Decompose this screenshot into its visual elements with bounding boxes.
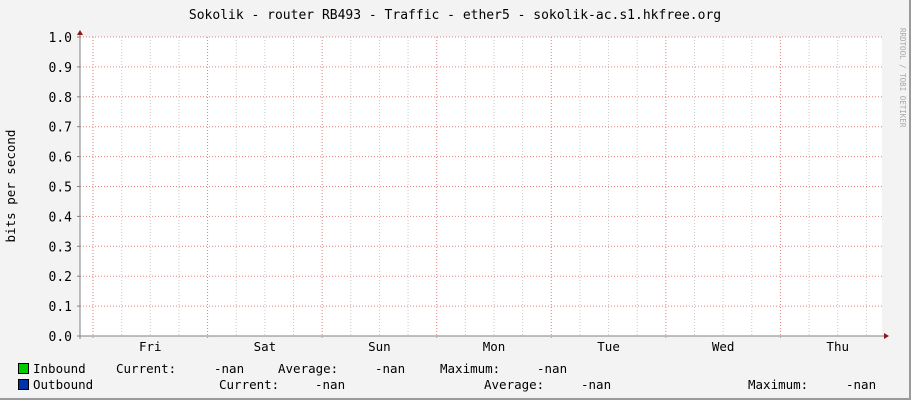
- y-tick-label: 0.2: [49, 270, 72, 285]
- x-tick-label: Fri: [139, 339, 162, 354]
- x-tick-label: Tue: [597, 339, 620, 354]
- inbound-average-value: -nan: [375, 361, 406, 376]
- outbound-average-label: Average:: [484, 377, 545, 392]
- y-tick-label: 0.9: [49, 61, 72, 76]
- inbound-label: Inbound: [33, 361, 86, 376]
- x-ticks: Fri Sat Sun Mon Tue Wed Thu: [139, 339, 849, 354]
- y-tick-label: 0.4: [49, 210, 73, 225]
- y-axis-arrow-icon: [77, 30, 83, 35]
- inbound-average-label: Average:: [278, 361, 339, 376]
- inbound-maximum-label: Maximum:: [440, 361, 501, 376]
- y-tick-label: 0.6: [49, 151, 72, 166]
- y-tick-label: 0.5: [49, 181, 72, 196]
- outbound-current-label: Current:: [219, 377, 280, 392]
- y-tick-label: 0.7: [49, 121, 72, 136]
- y-axis-label: bits per second: [3, 130, 18, 243]
- outbound-average-value: -nan: [581, 377, 612, 392]
- outbound-maximum-value: -nan: [846, 377, 877, 392]
- chart-title: Sokolik - router RB493 - Traffic - ether…: [189, 8, 721, 23]
- x-tick-label: Thu: [826, 339, 849, 354]
- legend-outbound: Outbound Current: -nan Average: -nan Max…: [18, 377, 898, 393]
- inbound-current-label: Current:: [116, 361, 177, 376]
- inbound-maximum-value: -nan: [537, 361, 568, 376]
- outbound-maximum-label: Maximum:: [748, 377, 809, 392]
- y-tick-label: 0.1: [49, 300, 72, 315]
- y-tick-label: 0.3: [49, 240, 72, 255]
- legend-inbound: Inbound Current: -nan Average: -nan Maxi…: [18, 361, 898, 377]
- outbound-swatch: [18, 379, 29, 390]
- y-tick-label: 0.8: [49, 91, 72, 106]
- x-tick-label: Sat: [254, 339, 277, 354]
- outbound-label: Outbound: [33, 377, 94, 392]
- y-tick-label: 0.0: [49, 330, 72, 345]
- y-ticks: 0.0 0.1 0.2 0.3 0.4 0.5 0.6 0.7 0.8 0.9 1.0: [49, 31, 80, 345]
- outbound-current-value: -nan: [315, 377, 346, 392]
- x-tick-label: Sun: [368, 339, 391, 354]
- x-axis-arrow-icon: [884, 333, 889, 339]
- grid: [80, 36, 882, 339]
- watermark: RRDTOOL / TOBI OETIKER: [898, 28, 907, 128]
- x-tick-label: Mon: [483, 339, 506, 354]
- inbound-swatch: [18, 363, 29, 374]
- y-tick-label: 1.0: [49, 31, 72, 46]
- plot-area: [80, 37, 882, 336]
- inbound-current-value: -nan: [214, 361, 245, 376]
- x-tick-label: Wed: [712, 339, 735, 354]
